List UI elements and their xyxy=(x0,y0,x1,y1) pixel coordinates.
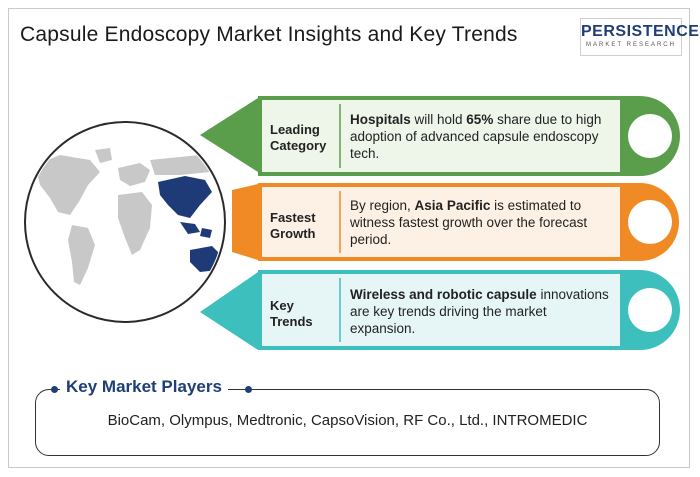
wedge-green xyxy=(200,98,258,172)
row3-desc-part1: innovations are key trends driving the m… xyxy=(350,287,609,336)
row1-desc-part2: share due to high adoption of advanced c… xyxy=(350,112,602,161)
row2-desc-pre: By region, xyxy=(350,198,415,213)
row2-panel xyxy=(262,187,620,257)
row3-category-line1: Key xyxy=(270,298,294,313)
row2-category-line2: Growth xyxy=(270,226,316,241)
key-players-list: BioCam, Olympus, Medtronic, CapsoVision,… xyxy=(107,412,588,429)
key-players-box xyxy=(35,389,660,456)
row3-description: Wireless and robotic capsule innovations… xyxy=(350,286,615,337)
row3-category-line2: Trends xyxy=(270,314,313,329)
row2-description: By region, Asia Pacific is estimated to … xyxy=(350,197,615,248)
row1-category: Leading Category xyxy=(270,122,326,154)
page-title: Capsule Endoscopy Market Insights and Ke… xyxy=(20,23,518,46)
row1-desc-bold2: 65% xyxy=(466,112,494,127)
logo-main-text: PERSISTENCE xyxy=(581,23,700,40)
logo-sub-text: MARKET RESEARCH xyxy=(586,42,676,48)
row1-end-circle xyxy=(628,114,672,158)
row3-end-circle xyxy=(628,288,672,332)
infographic-frame xyxy=(8,8,690,468)
row1-panel xyxy=(262,100,620,172)
players-dot-left xyxy=(51,386,58,393)
row2-category: Fastest Growth xyxy=(270,210,316,242)
row2-category-line1: Fastest xyxy=(270,210,316,225)
row1-desc-part1: will hold xyxy=(410,112,467,127)
row1-description: Hospitals will hold 65% share due to hig… xyxy=(350,111,615,162)
row2-desc-part1: is estimated to witness fastest growth o… xyxy=(350,198,588,247)
key-players-title: Key Market Players xyxy=(60,377,228,397)
wedge-orange xyxy=(232,184,258,260)
row2-end-circle xyxy=(628,200,672,244)
wedge-teal xyxy=(200,272,258,350)
row1-desc-bold: Hospitals xyxy=(350,112,411,127)
row1-category-line2: Category xyxy=(270,138,327,153)
row3-desc-bold: Wireless and robotic capsule xyxy=(350,287,537,302)
row1-category-line1: Leading xyxy=(270,122,320,137)
row2-desc-bold: Asia Pacific xyxy=(414,198,491,213)
row3-category: Key Trends xyxy=(270,298,313,330)
row3-panel xyxy=(262,274,620,346)
players-dot-right xyxy=(245,386,252,393)
world-map-icon xyxy=(24,121,226,323)
persistence-logo: PERSISTENCE MARKET RESEARCH xyxy=(580,18,700,56)
